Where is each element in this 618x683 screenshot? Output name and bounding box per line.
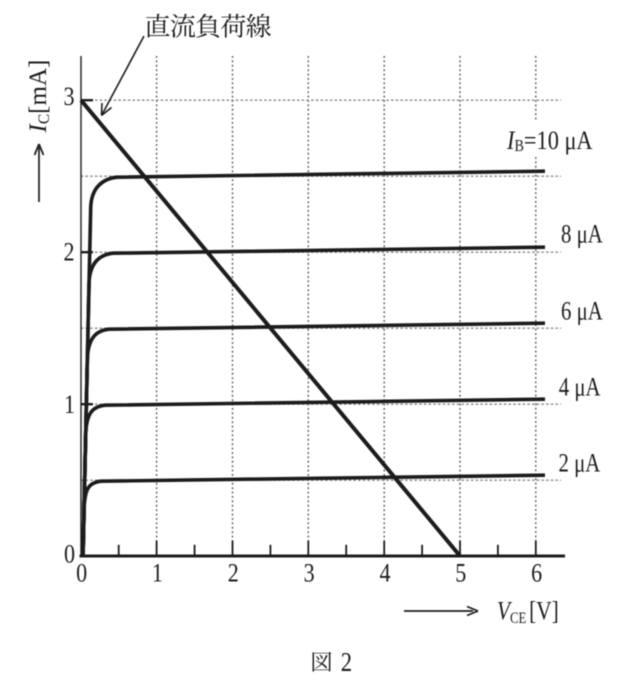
svg-text:3: 3	[63, 83, 74, 111]
svg-text:2: 2	[63, 239, 74, 267]
svg-text:1: 1	[152, 560, 163, 588]
svg-text:4 μA: 4 μA	[559, 373, 601, 402]
svg-text:5: 5	[455, 560, 466, 588]
svg-text:6 μA: 6 μA	[561, 297, 603, 326]
svg-text:2 μA: 2 μA	[559, 449, 601, 478]
svg-text:0: 0	[64, 541, 75, 569]
svg-text:3: 3	[304, 560, 315, 588]
svg-text:2: 2	[228, 560, 239, 588]
svg-text:IC[mA]: IC[mA]	[25, 60, 53, 134]
svg-text:6: 6	[531, 560, 542, 588]
svg-text:VCE[V]: VCE [V]	[497, 597, 559, 627]
svg-text:IB=10 μA: IB=10 μA	[506, 127, 593, 156]
svg-text:2: 2	[341, 648, 352, 677]
svg-text:1: 1	[64, 391, 75, 419]
svg-text:0: 0	[76, 560, 87, 588]
svg-text:4: 4	[379, 560, 390, 588]
svg-text:8 μA: 8 μA	[561, 220, 603, 249]
